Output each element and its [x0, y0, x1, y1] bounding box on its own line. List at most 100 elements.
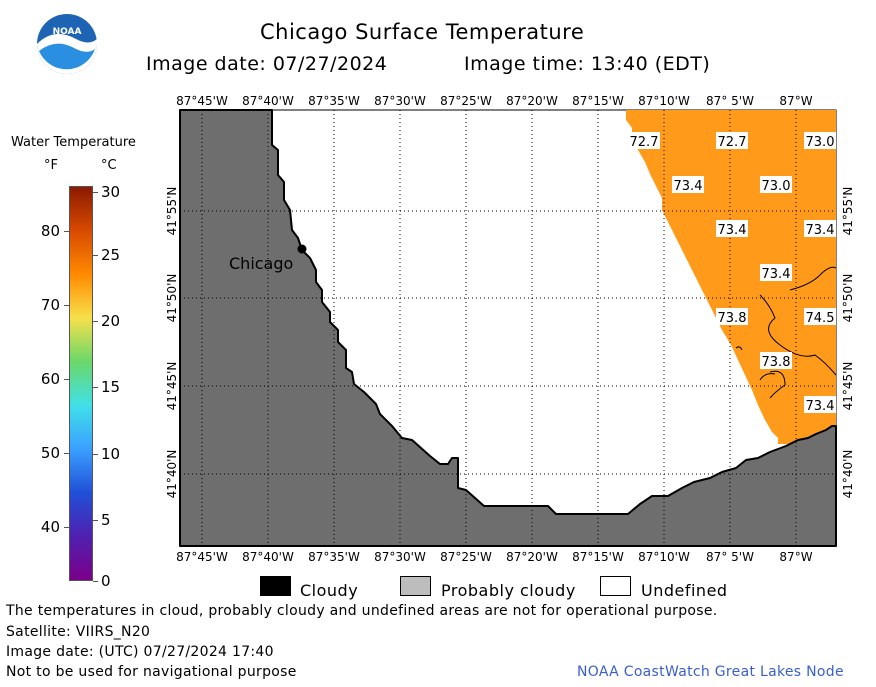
legend-label-undefined: Undefined: [641, 581, 728, 600]
temp-label: 72.7: [630, 135, 659, 150]
temp-label: 73.4: [674, 179, 703, 194]
image-date: Image date: 07/27/2024: [146, 53, 388, 75]
lon-label: 87°25'W: [440, 94, 492, 108]
temp-label-bg: [804, 132, 836, 149]
lat-labels-right: 41°55'N 41°50'N 41°45'N 41°40'N: [841, 187, 855, 499]
lon-labels-bottom: 87°45'W 87°40'W 87°35'W 87°30'W 87°25'W 87°20…: [176, 550, 813, 564]
temp-label: 73.0: [762, 179, 791, 194]
colorbar-tick-mark: [93, 581, 98, 582]
temp-label: 73.4: [762, 267, 791, 282]
lon-label: 87°W: [779, 94, 812, 108]
temp-label: 73.8: [718, 311, 747, 326]
lon-label: 87°45'W: [176, 550, 228, 564]
lon-label: 87°30'W: [374, 550, 426, 564]
colorbar-tick-mark: [64, 527, 69, 528]
lon-label: 87°45'W: [176, 94, 228, 108]
colorbar-tick-mark: [93, 192, 98, 193]
colorbar-gradient: [69, 186, 93, 581]
legend-label-probably-cloudy: Probably cloudy: [441, 581, 576, 600]
isotherm: [769, 370, 786, 399]
colorbar-tick-c: 0: [101, 572, 111, 590]
lon-labels-top: 87°45'W 87°40'W 87°35'W 87°30'W 87°25'W 87°20…: [176, 94, 813, 108]
colorbar-tick-mark: [64, 379, 69, 380]
legend-swatch-undefined: [600, 576, 631, 596]
lon-label: 87°10'W: [638, 94, 690, 108]
graticule: [180, 110, 836, 546]
colorbar-title: Water Temperature: [11, 135, 136, 150]
lat-labels-left: 41°55'N 41°50'N 41°45'N 41°40'N: [165, 187, 179, 499]
temp-label-bg: [804, 396, 836, 413]
temp-label: 73.8: [762, 355, 791, 370]
temp-label-bg: [760, 352, 792, 369]
colorbar-tick-c: 30: [101, 183, 121, 201]
temp-label: 72.7: [718, 135, 747, 150]
lat-label: 41°45'N: [841, 362, 855, 411]
colorbar-tick-mark: [93, 255, 98, 256]
lon-label: 87°35'W: [308, 550, 360, 564]
lat-label: 41°45'N: [165, 362, 179, 411]
lon-label: 87°20'W: [506, 94, 558, 108]
colorbar-tick-c: 25: [101, 246, 121, 264]
colorbar-tick-mark: [64, 453, 69, 454]
lat-label: 41°55'N: [165, 187, 179, 236]
colorbar-tick-f: 40: [40, 518, 60, 536]
image-time: Image time: 13:40 (EDT): [464, 53, 711, 75]
colorbar-tick-mark: [64, 231, 69, 232]
temp-label-bg: [716, 132, 748, 149]
colorbar-tick-mark: [93, 387, 98, 388]
lon-label: 87° 5'W: [706, 94, 754, 108]
lon-label: 87°35'W: [308, 94, 360, 108]
temp-label-bg: [804, 308, 836, 325]
lon-label: 87°40'W: [242, 94, 294, 108]
legend-swatch-cloudy: [260, 576, 291, 596]
satellite-info: Satellite: VIIRS_N20: [6, 624, 151, 640]
legend-swatch-probably-cloudy: [400, 576, 431, 596]
temp-label-bg: [760, 176, 792, 193]
lon-label: 87°25'W: [440, 550, 492, 564]
lon-label: 87°10'W: [638, 550, 690, 564]
disclaimer: The temperatures in cloud, probably clou…: [6, 603, 718, 619]
credit: NOAA CoastWatch Great Lakes Node: [577, 664, 844, 680]
nav-warning: Not to be used for navigational purpose: [6, 664, 297, 680]
lon-label: 87° 5'W: [706, 550, 754, 564]
logo-text: NOAA: [53, 27, 82, 37]
colorbar-tick-c: 5: [101, 511, 111, 529]
colorbar-tick-mark: [93, 321, 98, 322]
lat-label: 41°55'N: [841, 187, 855, 236]
city-label: Chicago: [229, 254, 293, 273]
colorbar-tick-mark: [93, 454, 98, 455]
chicago-marker: [297, 244, 307, 254]
lat-label: 41°50'N: [841, 274, 855, 323]
colorbar-tick-c: 20: [101, 312, 121, 330]
temperature-labels: 72.7 72.7 73.0 73.4 73.0 73.4 73.4 73.4 73.8 74.5…: [628, 132, 836, 414]
lon-label: 87°15'W: [572, 94, 624, 108]
temp-label-bg: [716, 308, 748, 325]
isotherm: [735, 346, 743, 351]
temp-label: 74.5: [806, 311, 835, 326]
isotherm: [759, 373, 776, 381]
page-title: Chicago Surface Temperature: [260, 20, 585, 44]
colorbar-tick-f: 80: [40, 222, 60, 240]
lon-label: 87°30'W: [374, 94, 426, 108]
temp-label: 73.0: [806, 135, 835, 150]
colorbar-tick-f: 50: [40, 444, 60, 462]
lat-label: 41°50'N: [165, 274, 179, 323]
lat-label: 41°40'N: [841, 450, 855, 499]
isotherm: [759, 294, 837, 376]
lon-label: 87°40'W: [242, 550, 294, 564]
lon-label: 87°W: [779, 550, 812, 564]
colorbar-tick-f: 60: [40, 370, 60, 388]
colorbar-unit-c: °C: [101, 158, 117, 173]
colorbar-tick-c: 15: [101, 378, 121, 396]
legend-label-cloudy: Cloudy: [300, 581, 359, 600]
colorbar-tick-mark: [64, 305, 69, 306]
temp-label-bg: [760, 264, 792, 281]
colorbar-tick-mark: [93, 520, 98, 521]
lon-label: 87°15'W: [572, 550, 624, 564]
colorbar-tick-f: 70: [40, 296, 60, 314]
temp-label-bg: [628, 132, 660, 149]
colorbar-unit-f: °F: [44, 158, 58, 173]
lat-label: 41°40'N: [165, 450, 179, 499]
temp-label-bg: [804, 220, 836, 237]
